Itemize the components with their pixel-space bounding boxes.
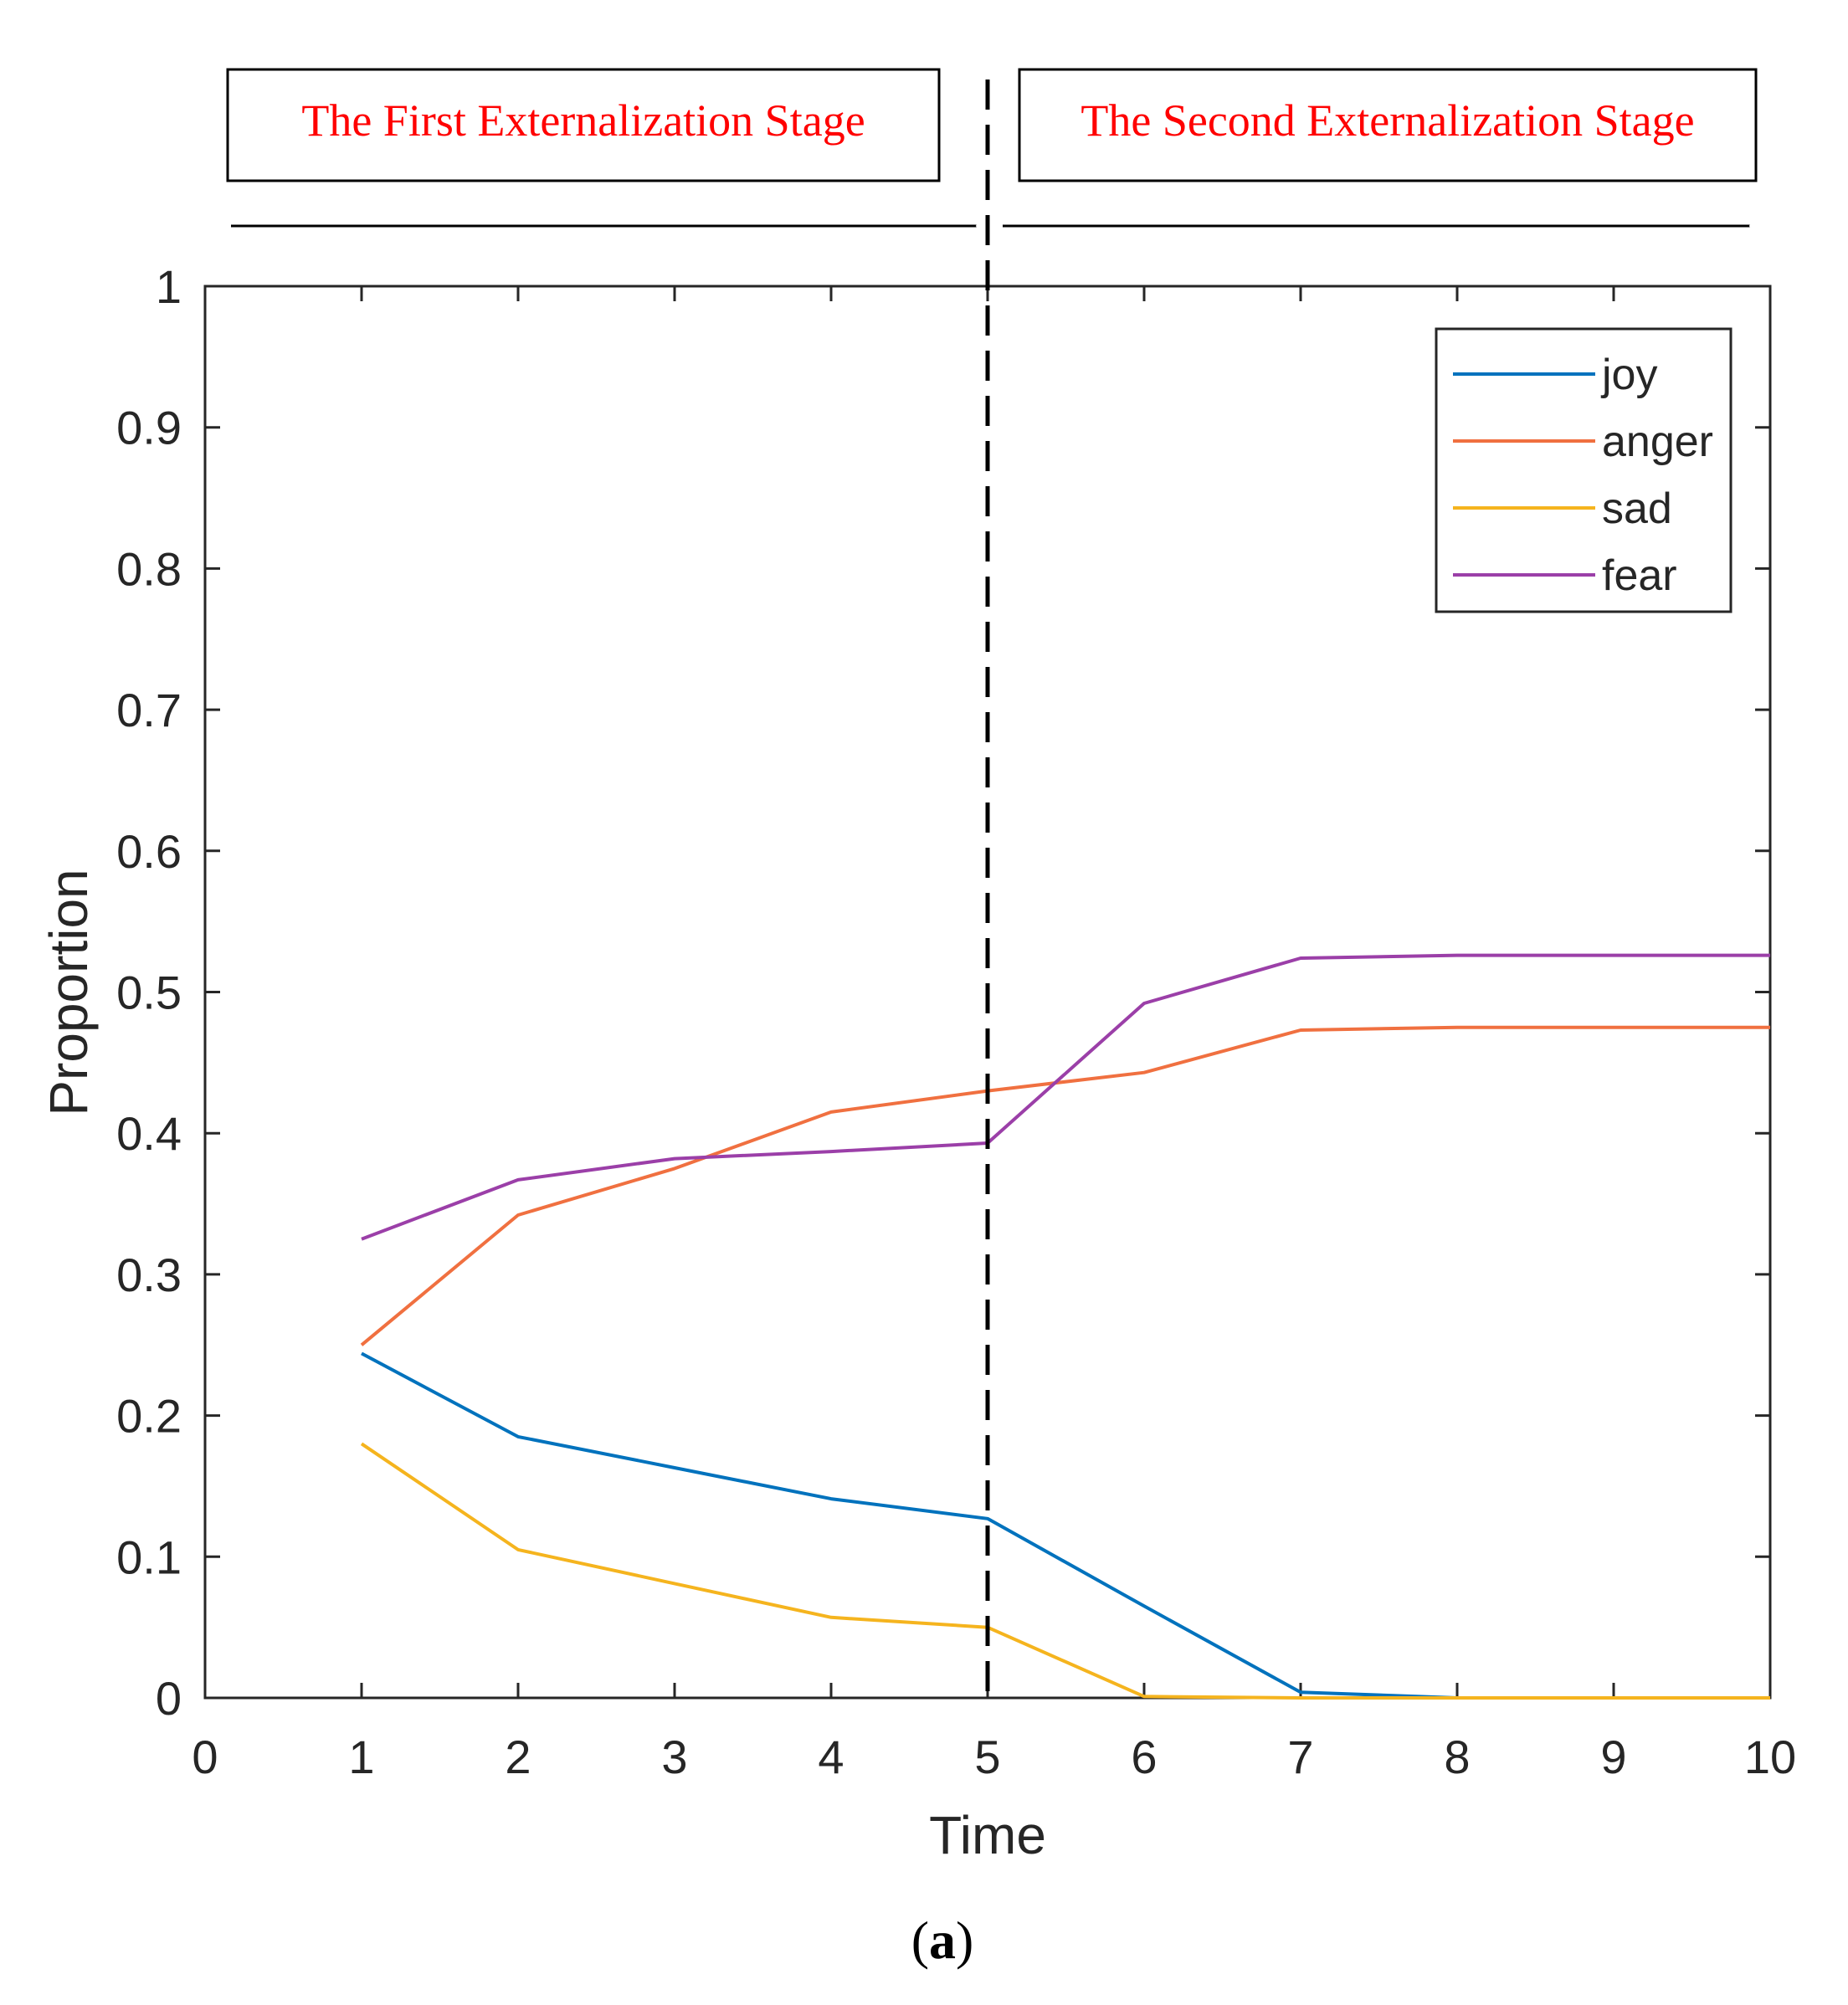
stage-first-box [226, 68, 941, 182]
series-line-fear [361, 953, 1770, 1241]
y-tick-label: 0.2 [116, 1390, 182, 1443]
stage-second: The Second Externalization Stage [1018, 68, 1758, 182]
y-tick-label: 0.7 [116, 684, 182, 736]
y-tick-label: 0.6 [116, 825, 182, 878]
y-tick-label: 0.9 [116, 402, 182, 454]
legend-box [1435, 327, 1732, 613]
caption-open: ( [911, 1910, 929, 1970]
ticks: 0 1 2 3 4 5 6 7 8 9 10 0 0.1 0.2 0.3 0.4 0.5 0.6 0.7 0.8 0.9… [116, 260, 1796, 1783]
legend-label-joy: joy [1600, 351, 1657, 399]
x-tick-label: 0 [192, 1731, 218, 1783]
series-line-sad [360, 1442, 1770, 1700]
stage-second-box [1018, 68, 1758, 182]
x-tick-label: 4 [818, 1731, 844, 1783]
x-tick-label: 9 [1600, 1731, 1626, 1783]
caption-close: ) [956, 1910, 973, 1970]
y-tick-label: 0.8 [116, 542, 182, 595]
y-tick-label: 0.5 [116, 967, 182, 1019]
x-tick-label: 7 [1287, 1731, 1313, 1783]
legend-label-sad: sad [1602, 485, 1672, 533]
legend: joy anger sad fear [1435, 327, 1732, 613]
x-tick-label: 6 [1131, 1731, 1157, 1783]
x-axis-label: Time [929, 1805, 1046, 1865]
y-tick-label: 0.3 [116, 1249, 182, 1301]
x-tick-label: 10 [1744, 1731, 1796, 1783]
x-tick-label: 3 [661, 1731, 687, 1783]
series-lines [360, 953, 1770, 1700]
y-axis-label: Proportion [38, 869, 99, 1115]
x-tick-label: 5 [974, 1731, 1000, 1783]
series-line-anger [360, 1025, 1770, 1346]
y-tick-label: 1 [156, 260, 182, 313]
figure-caption: (a) [911, 1910, 974, 1970]
x-tick-label: 1 [348, 1731, 374, 1783]
stage-first: The First Externalization Stage [226, 68, 941, 182]
legend-label-anger: anger [1602, 418, 1713, 466]
y-tick-label: 0.4 [116, 1107, 182, 1160]
stage-second-label: The Second Externalization Stage [1081, 95, 1694, 146]
x-tick-label: 2 [505, 1731, 531, 1783]
y-tick-label: 0 [156, 1672, 182, 1725]
stage-first-label: The First Externalization Stage [301, 95, 865, 146]
caption-letter: a [929, 1910, 956, 1970]
legend-label-fear: fear [1602, 551, 1677, 600]
y-tick-label: 0.1 [116, 1531, 182, 1583]
x-tick-label: 8 [1444, 1731, 1470, 1783]
